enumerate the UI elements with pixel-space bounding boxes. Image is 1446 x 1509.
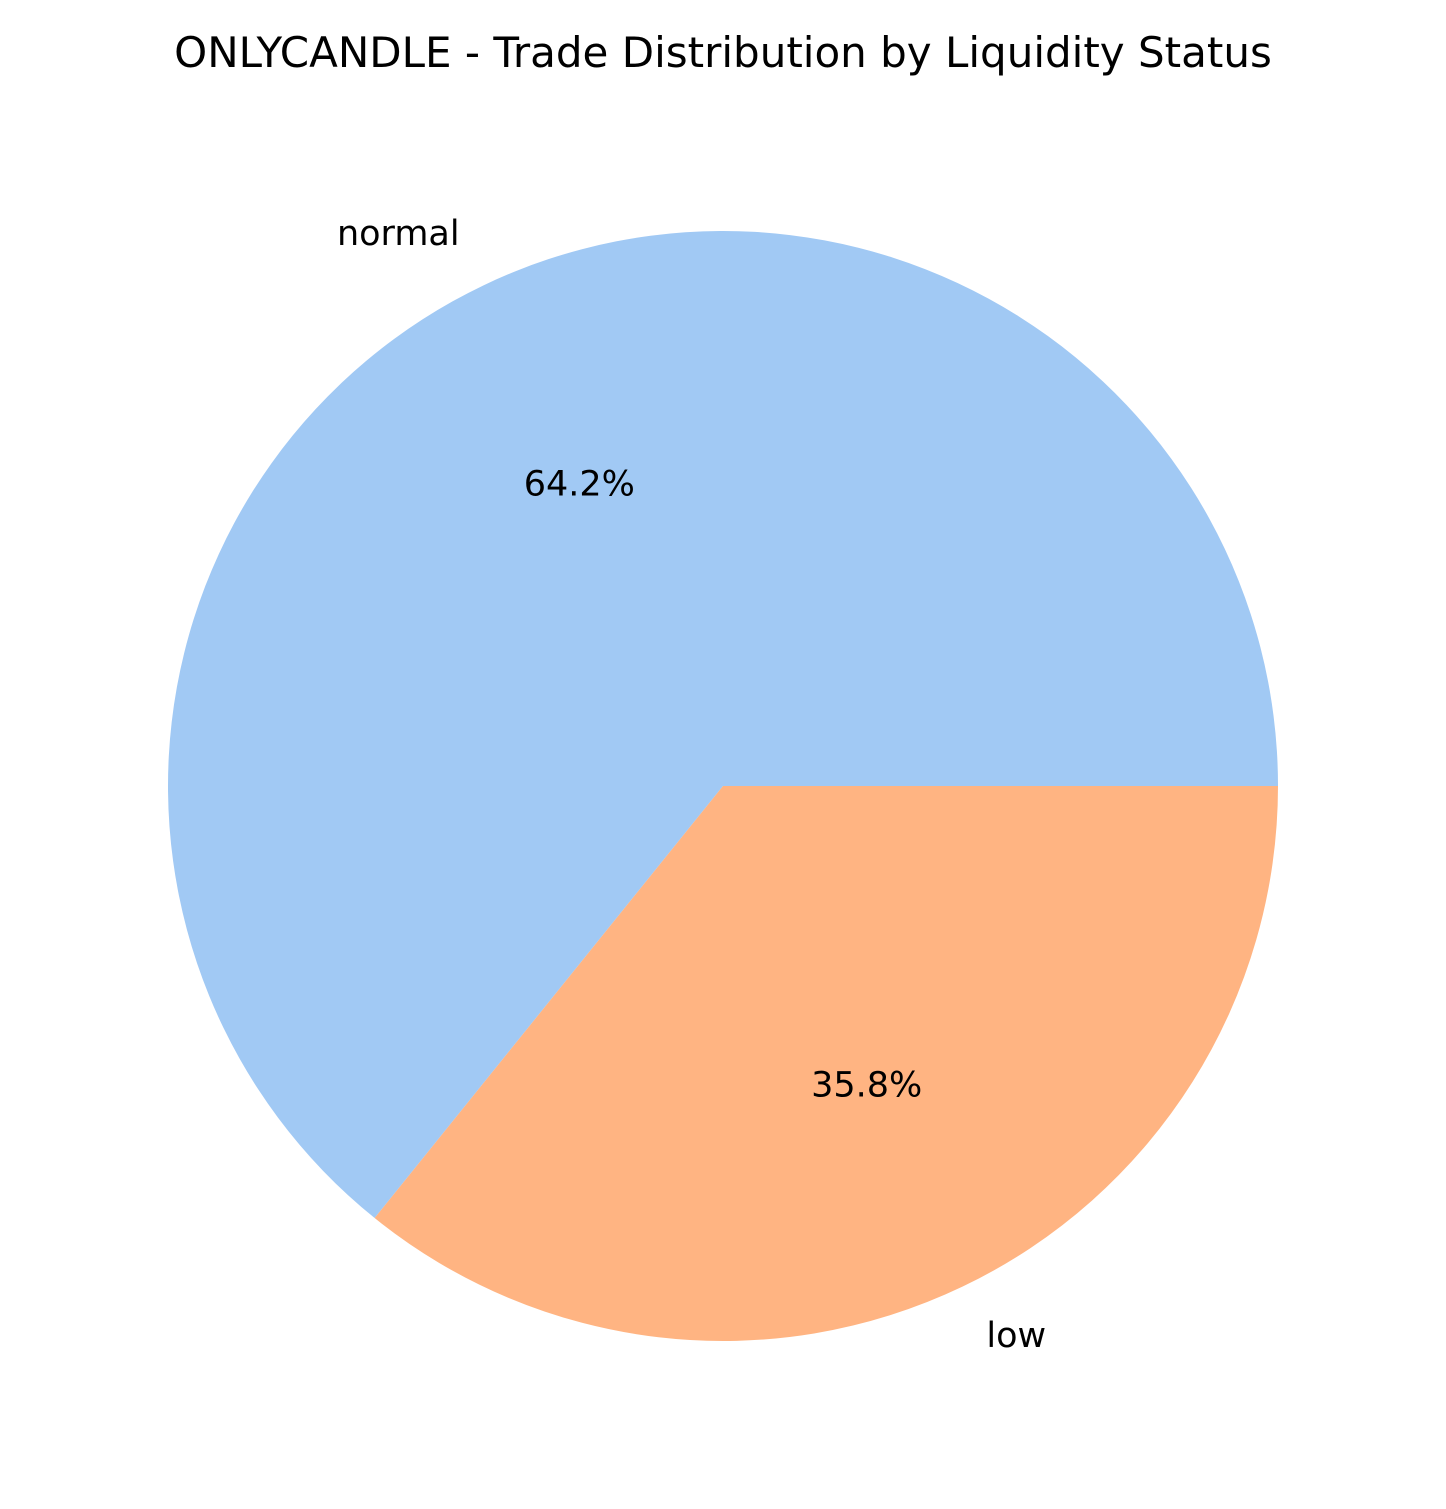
pct-label-low: 35.8% [811,1065,922,1105]
slice-label-normal: normal [337,214,460,254]
pie-slices [168,231,1279,1342]
pct-label-normal: 64.2% [524,465,635,505]
pie-slice-low [374,786,1278,1342]
chart-title: ONLYCANDLE - Trade Distribution by Liqui… [174,28,1272,77]
slice-label-low: low [986,1316,1046,1356]
pie-slice-normal [168,231,1279,1219]
pie-labels: normal 64.2% low 35.8% [337,214,1046,1356]
